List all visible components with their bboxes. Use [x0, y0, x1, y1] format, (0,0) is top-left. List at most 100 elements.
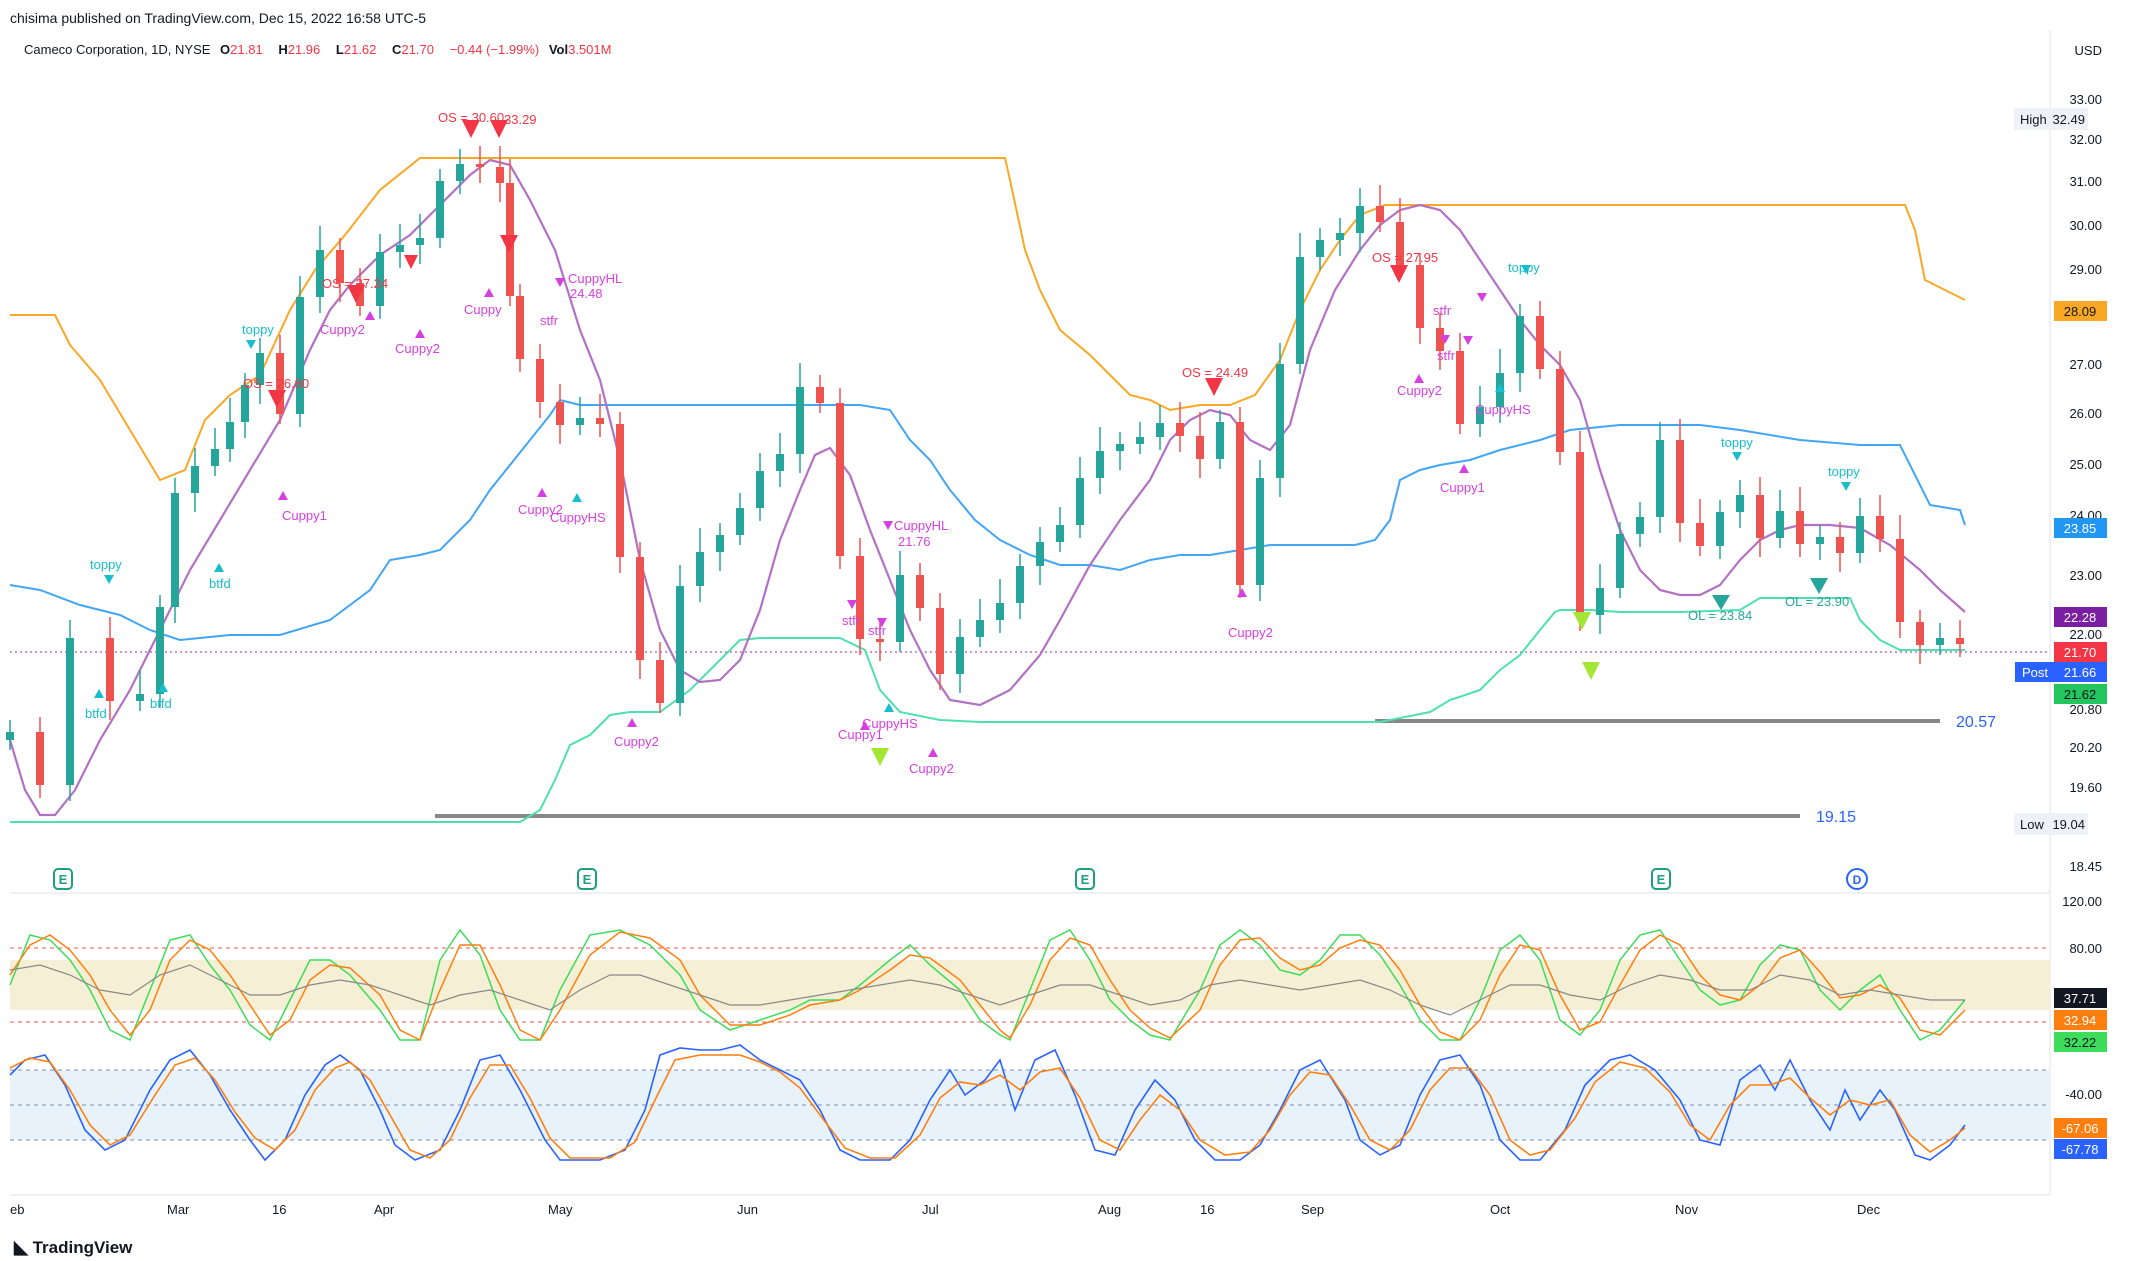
time-tick: Nov [1675, 1202, 1699, 1217]
buy-triangle-icon [1810, 578, 1828, 594]
svg-text:E: E [1657, 872, 1666, 887]
candle-body [876, 639, 884, 642]
post-value: 21.66 [2064, 665, 2097, 680]
osc1-value-a: 37.71 [2064, 991, 2097, 1006]
post-label-badge [2015, 662, 2055, 682]
candle-body [676, 586, 684, 703]
time-tick: 16 [1200, 1202, 1214, 1217]
tradingview-logo[interactable]: ◣ TradingView [14, 1237, 132, 1258]
candle-body [396, 245, 404, 252]
candle-body [1816, 537, 1824, 544]
candle-body [211, 449, 219, 466]
candle-body [376, 252, 384, 306]
svg-text:E: E [583, 872, 592, 887]
osc2-value-a: -67.06 [2062, 1121, 2099, 1136]
low-value: 21.62 [343, 42, 377, 57]
earnings-icon[interactable] [577, 868, 597, 890]
earnings-icon[interactable] [1075, 868, 1095, 890]
candle-body [191, 466, 199, 493]
candlestick-series[interactable] [6, 146, 1964, 801]
candle-body [936, 608, 944, 674]
annotation-toppy: toppy [242, 322, 274, 337]
legend-ohlc[interactable]: Cameco Corporation, 1D, NYSE O21.81 H21.… [24, 42, 623, 57]
price-tick: 27.00 [2069, 357, 2102, 372]
candle-body [1636, 517, 1644, 534]
candle-body [336, 250, 344, 283]
purple-badge-value: 22.28 [2064, 610, 2097, 625]
candle-body [1376, 206, 1384, 222]
low-badge [2014, 813, 2088, 835]
buy-triangle-icon [871, 748, 889, 766]
osc1-band [10, 960, 2050, 1010]
candle-body [516, 296, 524, 359]
candle-body [976, 620, 984, 637]
candle-body [1156, 423, 1164, 437]
candle-body [66, 638, 74, 785]
close-value: 21.70 [401, 42, 434, 57]
osc1-value-c: 32.22 [2064, 1035, 2097, 1050]
candle-body [616, 424, 624, 557]
blue-badge-value: 23.85 [2064, 521, 2097, 536]
candle-body [296, 297, 304, 414]
high-label: High [2020, 112, 2047, 127]
time-tick: Aug [1098, 1202, 1121, 1217]
osc2-value-b: -67.78 [2062, 1142, 2099, 1157]
candle-body [1396, 222, 1404, 265]
candle-body [436, 181, 444, 238]
candle-body [1476, 407, 1484, 424]
osc2-orange-line [9, 1054, 1966, 1159]
candle-body [256, 353, 264, 385]
candle-body [696, 552, 704, 586]
tradingview-logo-icon: ◣ [14, 1237, 28, 1257]
post-label: Post [2022, 665, 2048, 680]
osc1-tick: 120.00 [2062, 894, 2102, 909]
candle-body [1596, 588, 1604, 615]
price-tick: 20.20 [2069, 740, 2102, 755]
level-label-19-15: 19.15 [1816, 809, 1856, 826]
price-tick: 32.00 [2069, 132, 2102, 147]
candle-body [1536, 316, 1544, 369]
symbol-title[interactable]: Cameco Corporation, 1D, NYSE [24, 42, 211, 57]
candle-body [1436, 328, 1444, 351]
osc2-badge-b [2054, 1139, 2107, 1159]
dividend-icon[interactable] [1846, 868, 1868, 890]
annotation-cuppy1: Cuppy1 [838, 727, 883, 742]
candle-body [1956, 638, 1964, 644]
price-tick: 30.00 [2069, 218, 2102, 233]
orange-badge [2054, 301, 2107, 321]
candle-body [241, 385, 249, 422]
candle-body [1616, 534, 1624, 588]
candle-body [1336, 233, 1344, 240]
earnings-markers[interactable]: E E E E D [53, 868, 1868, 890]
earnings-icon[interactable] [1651, 868, 1671, 890]
annotation-cuppy2: Cuppy2 [614, 734, 659, 749]
candle-body [226, 422, 234, 449]
candle-body [1876, 516, 1884, 539]
volume-value: 3.501M [568, 42, 612, 57]
annotation-toppy: toppy [90, 557, 122, 572]
annotation-os-30-60: OS = 30.60 [438, 110, 504, 125]
time-tick: Dec [1857, 1202, 1881, 1217]
candle-body [1136, 437, 1144, 444]
candle-body [536, 359, 544, 402]
open-label: O [220, 42, 231, 57]
time-tick: Jul [922, 1202, 939, 1217]
price-tick: 29.00 [2069, 262, 2102, 277]
time-axis[interactable]: eb Mar 16 Apr May Jun Jul Aug 16 Sep Oct… [10, 1202, 1881, 1217]
candle-body [1776, 511, 1784, 538]
candle-body [171, 493, 179, 607]
price-tick: 25.00 [2069, 457, 2102, 472]
candle-body [1556, 369, 1564, 452]
candle-body [956, 637, 964, 674]
candle-body [1116, 444, 1124, 451]
signal-markers [94, 120, 1851, 766]
earnings-icon[interactable] [53, 868, 73, 890]
annotation-stfr: stfr [1433, 303, 1452, 318]
annotation-cuppy2: Cuppy2 [518, 502, 563, 517]
tradingview-brand-text: TradingView [32, 1238, 133, 1257]
price-axis[interactable]: USD 33.00 32.00 31.00 30.00 29.00 27.00 … [2062, 43, 2102, 1102]
candle-body [416, 238, 424, 245]
time-tick: 16 [272, 1202, 286, 1217]
annotation-toppy: toppy [1721, 435, 1753, 450]
